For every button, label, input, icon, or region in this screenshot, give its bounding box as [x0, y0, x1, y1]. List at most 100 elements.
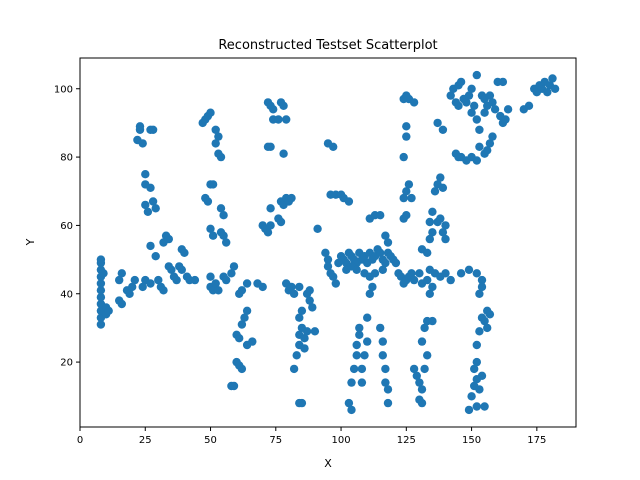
data-point [415, 378, 424, 387]
data-point [404, 180, 414, 189]
data-point [423, 351, 432, 360]
data-point [420, 364, 429, 374]
data-point [378, 351, 387, 360]
data-point [415, 269, 424, 278]
data-point [305, 296, 314, 305]
data-point [550, 84, 560, 94]
data-point [297, 398, 307, 408]
data-point [263, 228, 273, 237]
data-point [167, 265, 176, 274]
data-point [456, 269, 466, 278]
data-point [96, 320, 106, 329]
data-point [428, 228, 437, 237]
data-point [289, 364, 299, 374]
data-point [383, 385, 393, 394]
data-point [117, 269, 127, 278]
data-point [148, 197, 158, 206]
data-point [352, 351, 361, 360]
data-point [412, 371, 421, 380]
data-point [347, 405, 356, 415]
data-point [222, 275, 231, 285]
data-point [310, 327, 320, 336]
data-point [352, 265, 361, 274]
data-point [297, 306, 307, 315]
data-point [475, 289, 484, 298]
data-point [344, 197, 354, 206]
x-tick-label: 125 [397, 435, 416, 446]
data-point [477, 371, 487, 380]
data-point [146, 183, 155, 192]
y-tick-label: 100 [54, 84, 73, 95]
data-point [483, 323, 492, 333]
x-tick-label: 100 [332, 435, 351, 446]
data-point [128, 282, 137, 292]
data-point [208, 180, 218, 189]
y-tick-label: 20 [60, 358, 73, 369]
data-point [477, 275, 487, 285]
data-point [211, 139, 220, 148]
data-point [206, 108, 215, 117]
data-point [203, 197, 213, 206]
data-point [276, 217, 286, 227]
data-point [279, 149, 288, 158]
data-point [308, 303, 317, 312]
data-point [399, 152, 408, 162]
data-point [227, 269, 236, 278]
data-point [454, 101, 463, 111]
data-point [357, 378, 367, 387]
data-point [148, 125, 158, 134]
data-point [214, 132, 223, 141]
data-point [135, 122, 145, 131]
data-point [222, 238, 231, 247]
data-point [146, 241, 155, 251]
data-point [282, 115, 291, 124]
data-point [490, 105, 500, 114]
x-tick-label: 25 [139, 435, 152, 446]
data-point [141, 200, 150, 210]
y-axis-ticks: 20 40 60 80 100 [54, 84, 80, 369]
data-point [208, 231, 218, 240]
data-point [248, 337, 257, 346]
data-point [438, 183, 448, 192]
data-point [104, 306, 113, 315]
data-point [300, 334, 309, 343]
data-point [143, 207, 153, 216]
data-point [355, 323, 364, 333]
data-point [485, 91, 495, 100]
y-tick-label: 60 [60, 221, 73, 232]
data-point [323, 255, 333, 264]
data-point [464, 405, 474, 415]
data-point [219, 231, 228, 240]
data-point [498, 77, 508, 87]
data-point [349, 364, 359, 374]
data-point [524, 101, 534, 111]
data-point [295, 313, 304, 322]
data-point [360, 351, 369, 360]
data-point [472, 269, 481, 278]
data-point [381, 364, 390, 374]
data-point [96, 286, 106, 295]
data-point [477, 282, 487, 292]
data-point [472, 70, 481, 80]
data-point [467, 108, 476, 117]
data-point [472, 357, 481, 367]
data-point [302, 327, 312, 336]
data-point [242, 279, 252, 288]
data-point [441, 221, 450, 230]
data-point [347, 378, 356, 387]
data-point [483, 146, 492, 155]
data-point [441, 269, 450, 278]
data-point [117, 299, 127, 309]
data-point [409, 364, 419, 374]
y-axis-label: Y [24, 238, 37, 246]
data-point [409, 98, 419, 107]
data-point [237, 364, 247, 374]
data-point [269, 105, 278, 114]
data-point [475, 327, 484, 336]
y-tick-label: 80 [60, 153, 73, 164]
data-point [292, 351, 301, 360]
data-point [376, 248, 385, 257]
x-tick-label: 150 [462, 435, 481, 446]
data-point [383, 398, 393, 408]
